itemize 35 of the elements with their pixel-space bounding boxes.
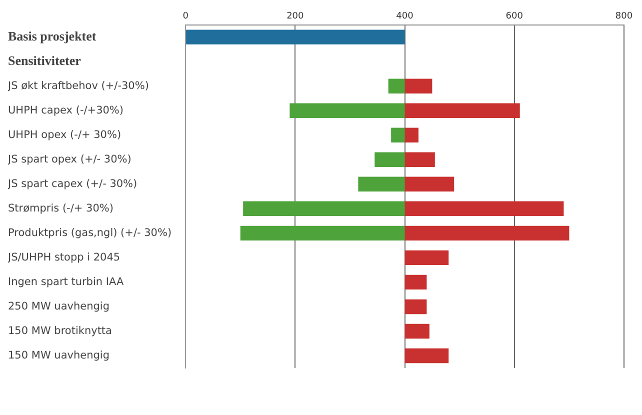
bar (374, 152, 405, 167)
bar (290, 103, 405, 118)
bar (404, 176, 454, 192)
bar (404, 250, 449, 266)
x-tick-label: 600 (506, 12, 524, 22)
bar (404, 201, 564, 216)
bar (404, 78, 432, 94)
y-tick-label: 150 MW uavhengig (8, 349, 110, 362)
x-tick-label: 800 (615, 12, 633, 22)
bar (404, 128, 418, 142)
bar (243, 201, 405, 216)
bar (404, 274, 427, 290)
y-tick-label: UHPH capex (-/+30%) (8, 104, 124, 116)
y-tick-label: 150 MW brotiknytta (8, 324, 112, 337)
y-tick-label: Sensitiviteter (8, 52, 82, 68)
bar (358, 176, 405, 192)
bar (404, 152, 435, 167)
bar (404, 348, 449, 364)
x-tick-label: 400 (396, 12, 414, 22)
bar (391, 128, 405, 142)
y-tick-label: Strømpris (-/+ 30%) (8, 202, 114, 214)
bar (404, 299, 427, 314)
y-tick-label: Basis prosjektet (8, 28, 97, 44)
bar (404, 226, 570, 241)
y-tick-label: Produktpris (gas,ngl) (+/- 30%) (8, 226, 172, 239)
bar (404, 103, 520, 118)
x-tick-label: 0 (182, 12, 189, 22)
y-tick-label: 250 MW uavhengig (8, 300, 110, 312)
bar (404, 324, 430, 339)
y-tick-label: Ingen spart turbin IAA (8, 276, 124, 288)
x-tick-label: 200 (286, 12, 304, 22)
bar (240, 226, 405, 241)
bar (186, 30, 405, 44)
bar (388, 78, 405, 94)
y-tick-label: UHPH opex (-/+ 30%) (8, 128, 122, 141)
